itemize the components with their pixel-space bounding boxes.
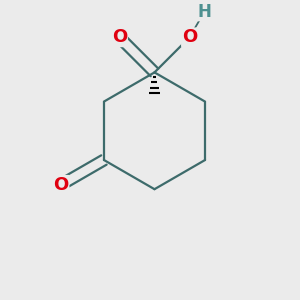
Text: O: O xyxy=(182,28,197,46)
Text: O: O xyxy=(53,176,69,194)
Text: H: H xyxy=(197,2,212,20)
Text: O: O xyxy=(112,28,127,46)
